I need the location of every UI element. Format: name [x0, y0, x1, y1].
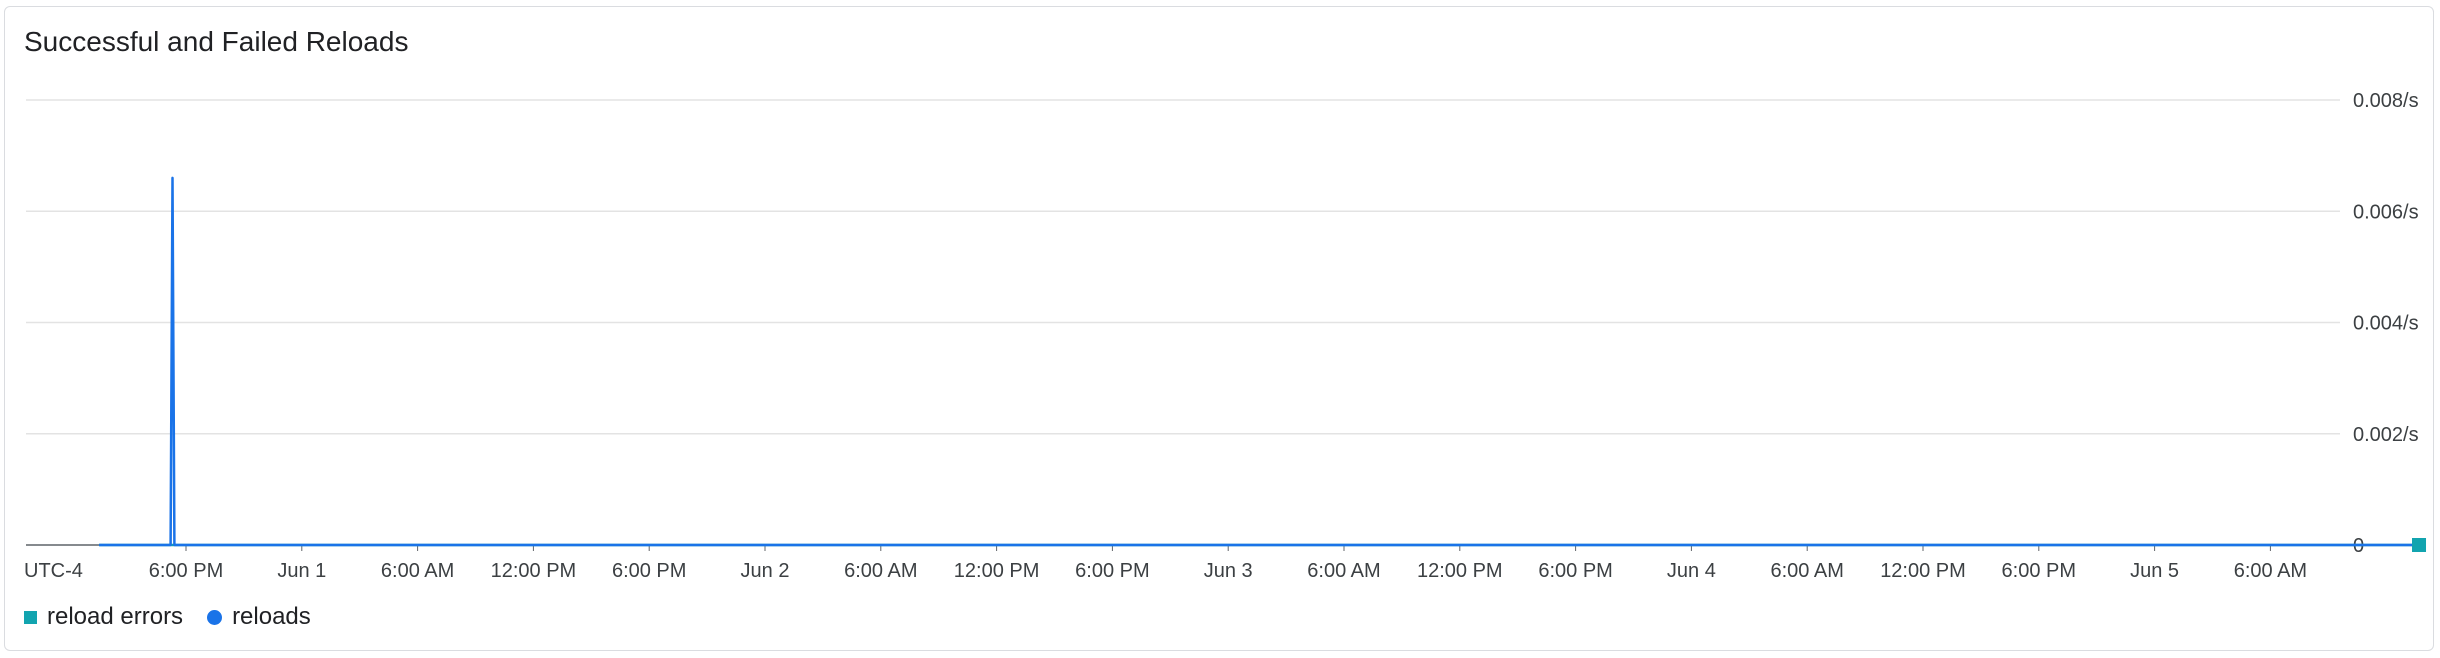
y-tick-label: 0.008/s — [2353, 90, 2419, 112]
x-tick-label: 6:00 AM — [1771, 560, 1844, 582]
legend-item-reload-errors[interactable]: reload errors — [24, 603, 183, 631]
y-axis-ticks: 0.008/s0.006/s0.004/s0.002/s0 — [2353, 90, 2419, 557]
x-tick-label: 6:00 PM — [1075, 560, 1149, 582]
legend-swatch-reloads — [207, 609, 223, 625]
y-tick-label: 0.004/s — [2353, 313, 2419, 335]
chart-card — [4, 6, 2434, 651]
x-tick-label: 6:00 AM — [1307, 560, 1380, 582]
timezone-label: UTC-4 — [24, 560, 83, 582]
x-tick-label: Jun 2 — [741, 560, 790, 582]
x-tick-label: 6:00 PM — [1538, 560, 1612, 582]
x-tick-label: 6:00 AM — [844, 560, 917, 582]
series-line-reloads — [99, 176, 2419, 547]
gridlines — [26, 99, 2340, 546]
legend-swatch-reload-errors — [24, 610, 37, 624]
x-tick-label: 6:00 PM — [612, 560, 686, 582]
x-tick-label: Jun 3 — [1204, 560, 1253, 582]
chart-title: Successful and Failed Reloads — [24, 26, 409, 57]
x-tick-label: 6:00 PM — [149, 560, 223, 582]
x-tick-label: Jun 4 — [1667, 560, 1716, 582]
x-tick-label: 12:00 PM — [954, 560, 1040, 582]
y-tick-label: 0.006/s — [2353, 201, 2419, 223]
legend-label-reload-errors: reload errors — [47, 603, 184, 630]
series-end-marker — [2412, 538, 2427, 552]
x-tick-label: 6:00 AM — [381, 560, 454, 582]
y-tick-label: 0.002/s — [2353, 424, 2419, 446]
x-tick-label: 12:00 PM — [1880, 560, 1966, 582]
x-tick-label: 6:00 PM — [2002, 560, 2076, 582]
x-tick-label: Jun 5 — [2130, 560, 2179, 582]
x-tick-label: 12:00 PM — [1417, 560, 1503, 582]
chart-legend: reload errors reloads — [24, 602, 311, 632]
x-tick-label: 6:00 AM — [2234, 560, 2307, 582]
legend-label-reloads: reloads — [232, 603, 311, 630]
series-lines — [99, 176, 2427, 552]
x-tick-label: Jun 1 — [277, 560, 326, 582]
x-axis-ticks: UTC-4 6:00 PM Jun 1 6:00 AM 12:00 PM 6:00 PM J… — [24, 545, 2307, 582]
x-tick-label: 12:00 PM — [491, 560, 577, 582]
legend-item-reloads[interactable]: reloads — [207, 603, 311, 631]
